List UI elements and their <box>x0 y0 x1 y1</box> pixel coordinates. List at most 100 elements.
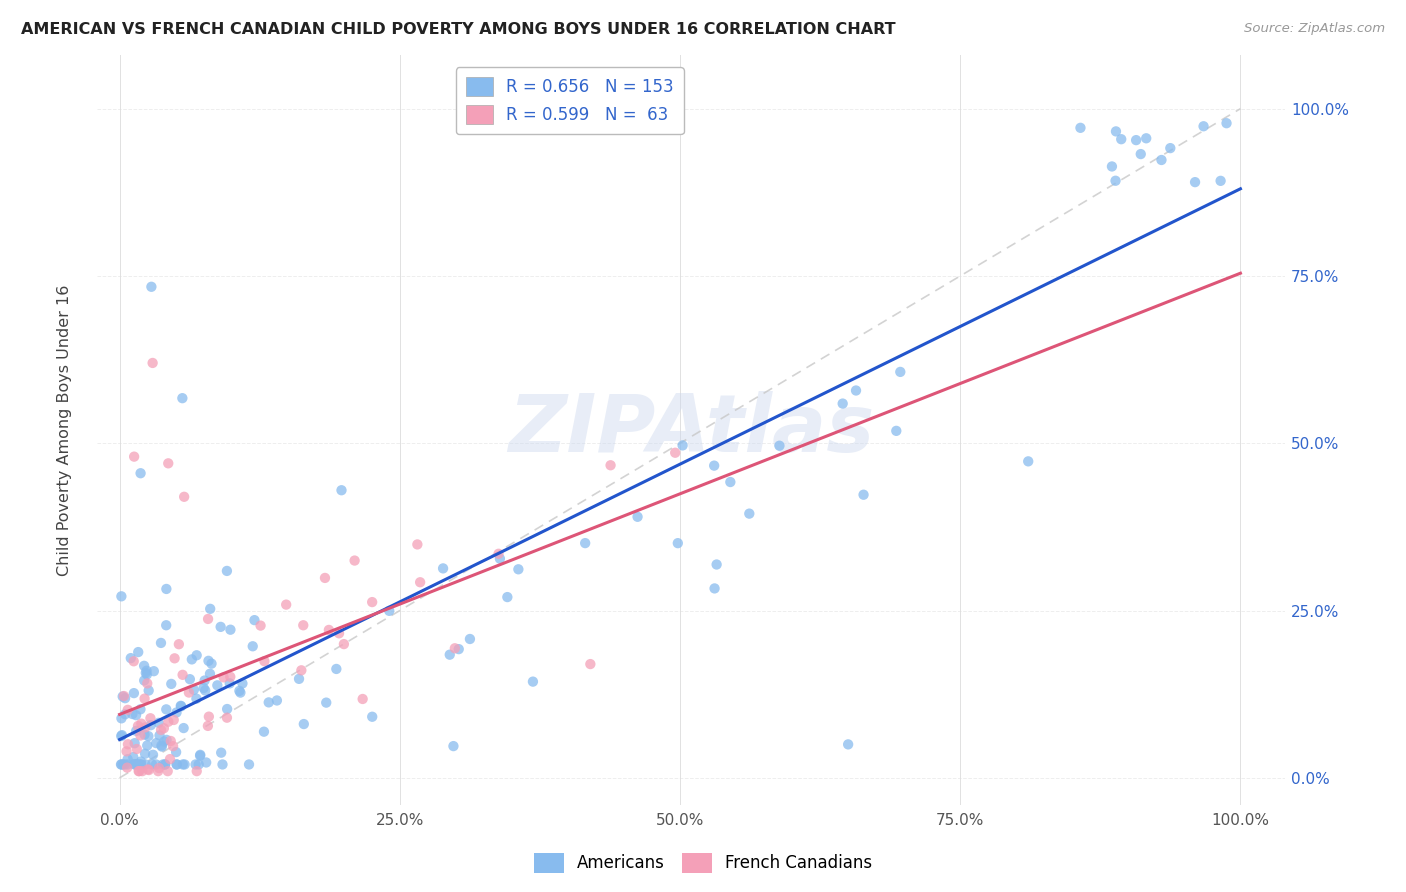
Point <box>496 590 519 604</box>
Point <box>738 507 761 521</box>
Point <box>138 683 160 698</box>
Point <box>167 637 190 651</box>
Point <box>111 728 134 742</box>
Point <box>219 623 242 637</box>
Point <box>242 640 264 654</box>
Point <box>121 706 143 721</box>
Point <box>1125 133 1147 147</box>
Point <box>314 571 336 585</box>
Point <box>124 736 146 750</box>
Point <box>156 764 179 779</box>
Point <box>333 637 356 651</box>
Point <box>155 582 177 596</box>
Point <box>1192 120 1215 134</box>
Point <box>229 685 252 699</box>
Point <box>186 691 208 706</box>
Point <box>150 723 173 737</box>
Point <box>219 670 242 684</box>
Point <box>148 715 170 730</box>
Point <box>135 757 157 772</box>
Point <box>508 562 530 576</box>
Point <box>186 648 208 663</box>
Point <box>231 676 253 690</box>
Point <box>1109 132 1132 146</box>
Point <box>432 561 454 575</box>
Point <box>162 739 184 754</box>
Point <box>489 551 512 566</box>
Point <box>253 654 276 668</box>
Point <box>276 598 298 612</box>
Point <box>170 699 193 714</box>
Point <box>114 691 136 706</box>
Point <box>207 678 229 692</box>
Point <box>135 665 157 680</box>
Point <box>831 396 853 410</box>
Point <box>127 757 149 772</box>
Point <box>290 663 312 677</box>
Point <box>148 728 170 742</box>
Point <box>139 718 162 732</box>
Point <box>124 757 146 772</box>
Point <box>145 736 167 750</box>
Point <box>188 747 211 762</box>
Point <box>1184 175 1206 189</box>
Point <box>163 713 186 727</box>
Point <box>1159 141 1181 155</box>
Point <box>131 716 153 731</box>
Point <box>188 748 211 763</box>
Point <box>136 676 159 690</box>
Text: ZIPAtlas: ZIPAtlas <box>508 391 875 469</box>
Point <box>166 757 188 772</box>
Point <box>111 757 134 772</box>
Point <box>1215 116 1237 130</box>
Point <box>112 689 135 703</box>
Point <box>1101 160 1123 174</box>
Point <box>138 729 160 743</box>
Point <box>343 553 366 567</box>
Point <box>599 458 621 473</box>
Text: AMERICAN VS FRENCH CANADIAN CHILD POVERTY AMONG BOYS UNDER 16 CORRELATION CHART: AMERICAN VS FRENCH CANADIAN CHILD POVERT… <box>21 22 896 37</box>
Point <box>186 764 208 779</box>
Point <box>884 424 907 438</box>
Point <box>153 721 176 735</box>
Point <box>122 450 145 464</box>
Point <box>574 536 596 550</box>
Point <box>292 618 315 632</box>
Point <box>159 734 181 748</box>
Point <box>180 652 202 666</box>
Point <box>703 582 725 596</box>
Point <box>328 626 350 640</box>
Point <box>138 763 160 777</box>
Point <box>243 613 266 627</box>
Point <box>134 691 156 706</box>
Point <box>115 761 138 775</box>
Point <box>148 761 170 775</box>
Point <box>155 702 177 716</box>
Point <box>155 732 177 747</box>
Point <box>163 651 186 665</box>
Point <box>837 738 859 752</box>
Point <box>173 721 195 735</box>
Point <box>852 488 875 502</box>
Point <box>626 509 648 524</box>
Point <box>522 674 544 689</box>
Point <box>443 739 465 753</box>
Point <box>197 719 219 733</box>
Legend: R = 0.656   N = 153, R = 0.599   N =  63: R = 0.656 N = 153, R = 0.599 N = 63 <box>456 67 683 134</box>
Point <box>135 664 157 678</box>
Point <box>125 708 148 723</box>
Point <box>134 673 156 688</box>
Point <box>671 438 693 452</box>
Point <box>110 757 132 772</box>
Point <box>115 744 138 758</box>
Point <box>131 764 153 779</box>
Point <box>173 490 195 504</box>
Point <box>122 654 145 668</box>
Point <box>718 475 741 489</box>
Point <box>193 681 215 695</box>
Point <box>132 658 155 673</box>
Point <box>325 662 347 676</box>
Point <box>146 764 169 779</box>
Point <box>315 696 337 710</box>
Point <box>447 642 470 657</box>
